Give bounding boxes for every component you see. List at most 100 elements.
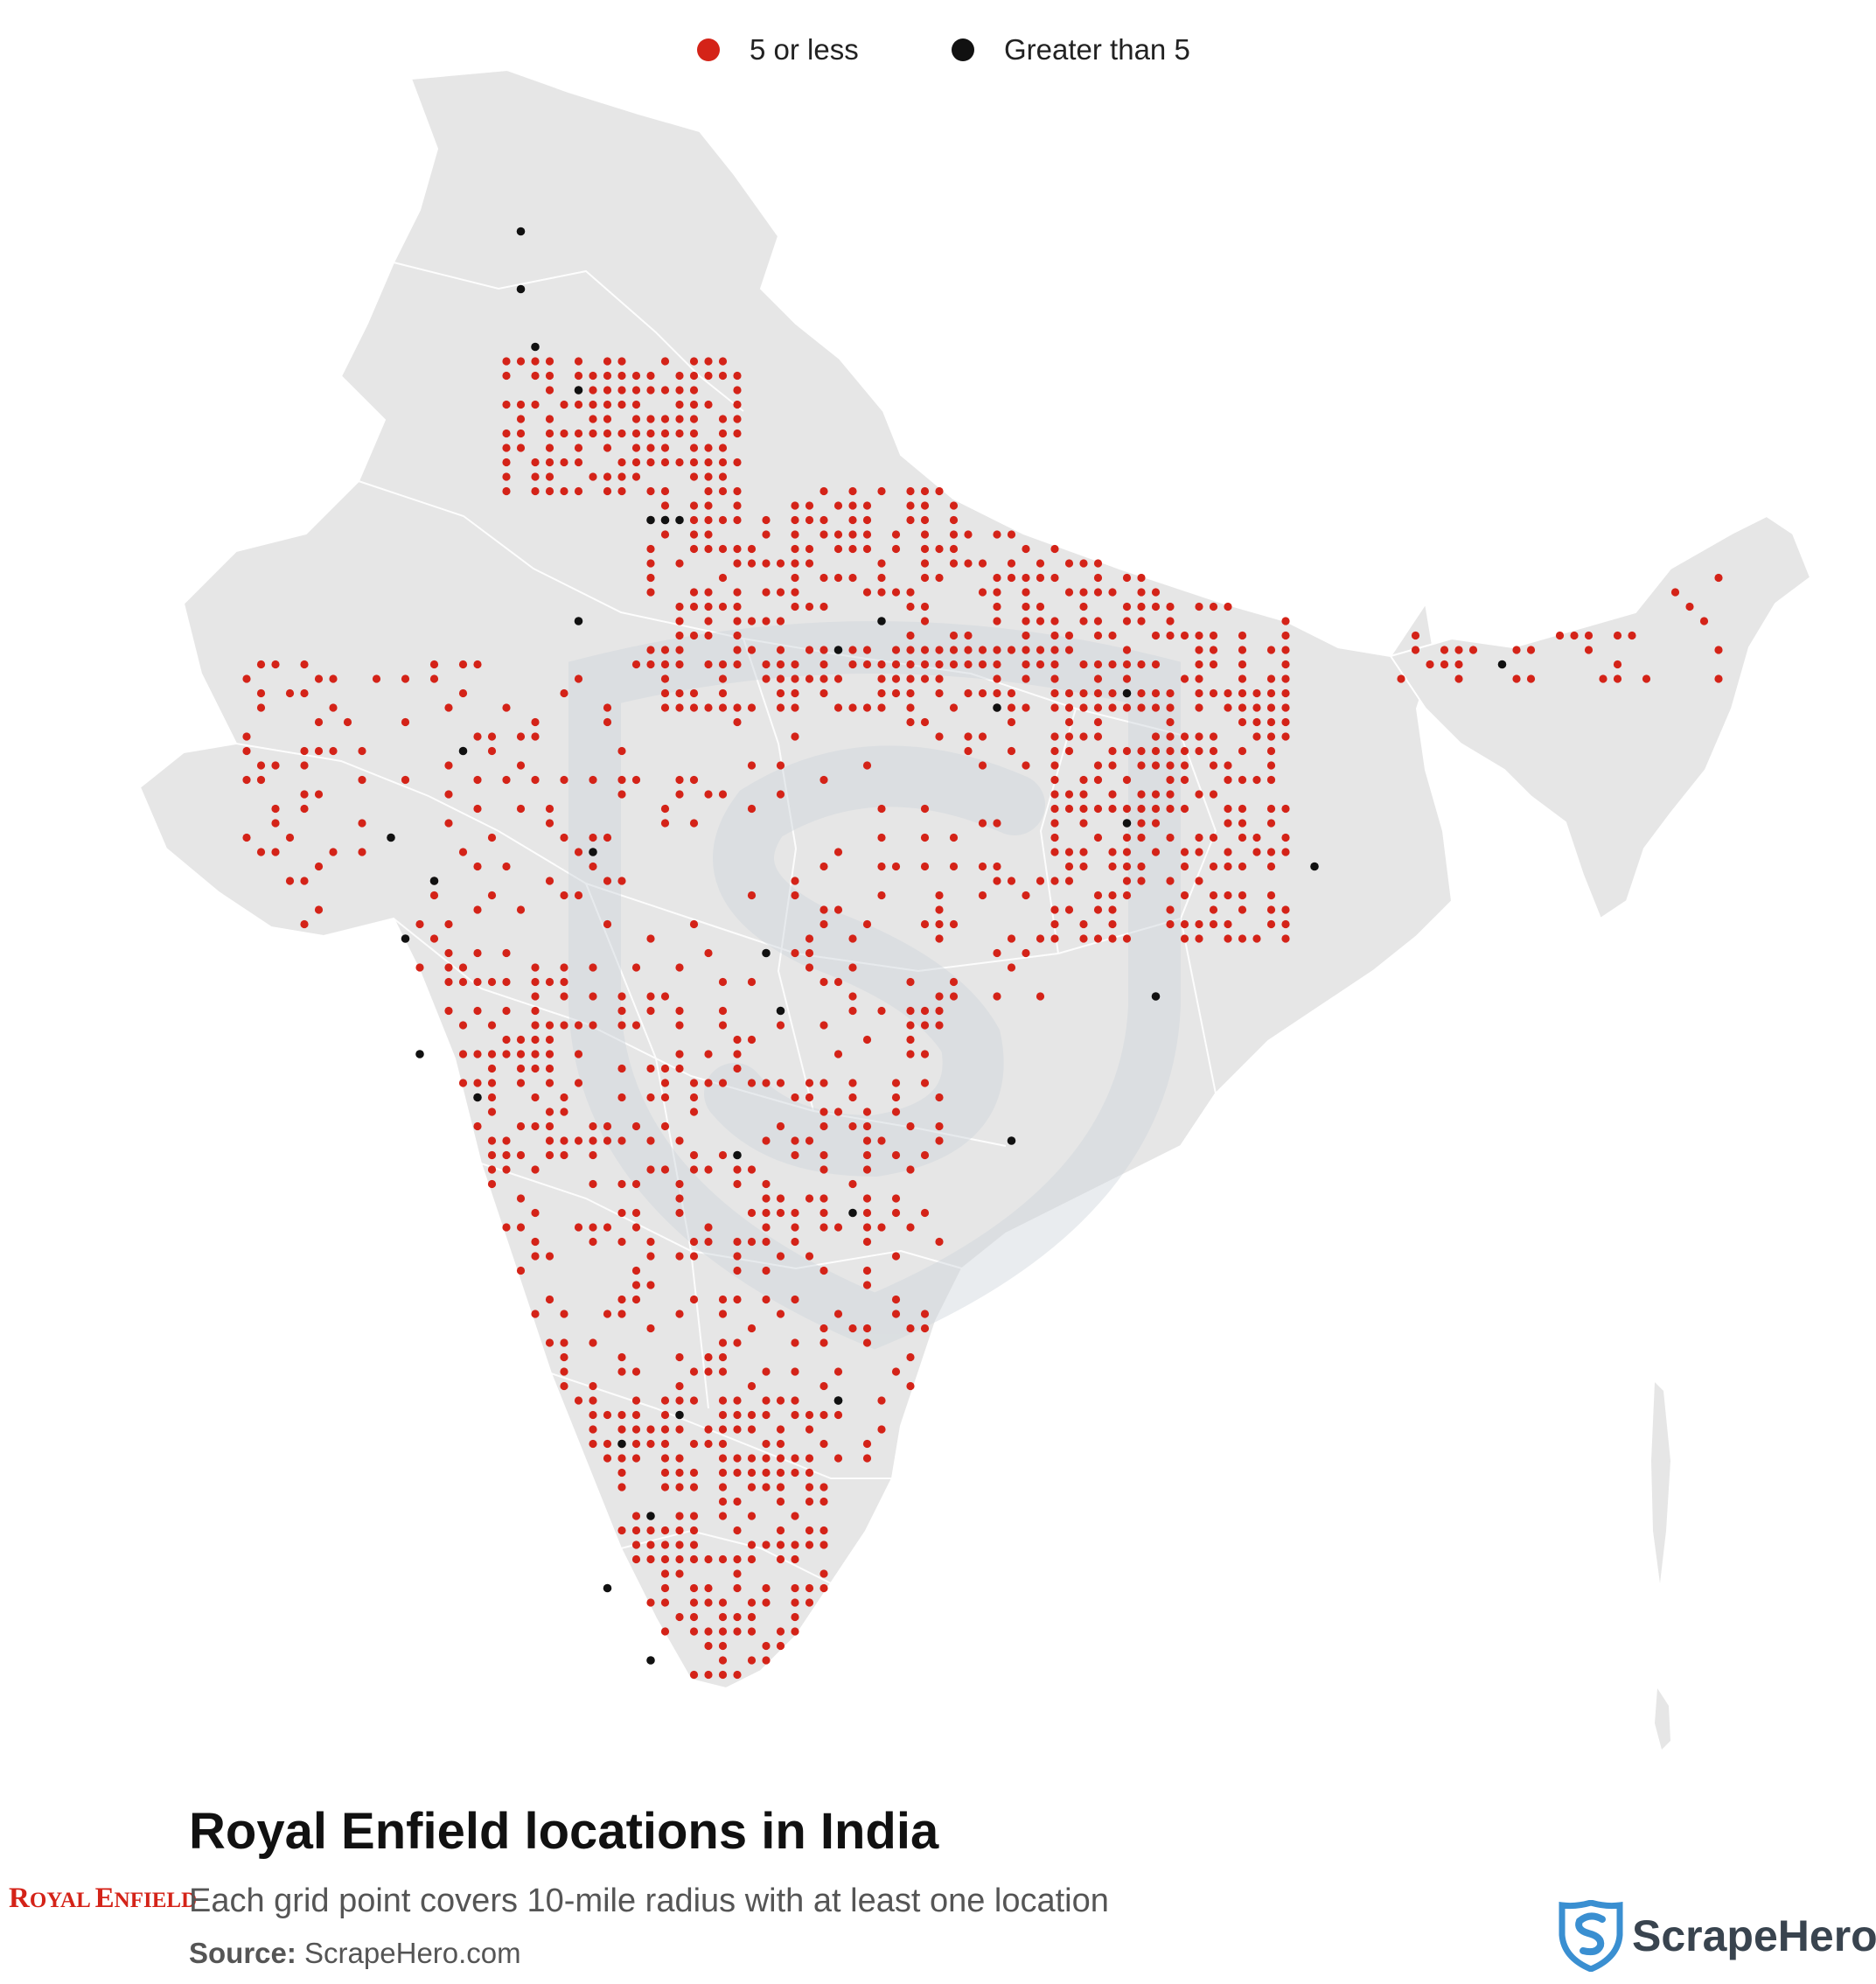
grid-point-red (531, 717, 540, 727)
grid-point-red (733, 1050, 742, 1058)
grid-point-red (791, 1093, 799, 1102)
grid-point-red (848, 486, 857, 496)
grid-point-red (1093, 703, 1103, 712)
grid-point-red (689, 775, 699, 785)
grid-point-red (1166, 631, 1175, 640)
grid-point-red (1064, 862, 1074, 871)
grid-point-red (603, 717, 612, 727)
grid-point-red (704, 458, 713, 467)
grid-point-red (574, 1396, 583, 1405)
grid-point-red (574, 400, 583, 409)
grid-point-red (733, 501, 742, 510)
grid-point-red (300, 761, 309, 770)
grid-point-red (747, 761, 757, 770)
grid-point-red (776, 646, 785, 654)
grid-point-red (631, 775, 641, 785)
grid-point-red (877, 703, 886, 712)
grid-point-red (1137, 688, 1146, 698)
grid-point-black (1122, 688, 1132, 698)
grid-point-red (545, 1150, 554, 1160)
grid-point-red (1281, 919, 1290, 929)
grid-point-red (920, 501, 930, 510)
grid-point-red (603, 1454, 612, 1463)
grid-point-red (473, 775, 482, 785)
grid-point-red (704, 1670, 713, 1680)
grid-point-red (776, 1454, 785, 1463)
grid-point-red (631, 400, 641, 409)
grid-point-red (949, 833, 959, 842)
grid-point-black (574, 386, 583, 395)
grid-point-red (473, 732, 482, 741)
grid-point-red (689, 1237, 699, 1247)
grid-point-red (862, 1454, 872, 1463)
grid-point-red (791, 660, 799, 669)
grid-point-red (660, 804, 670, 814)
grid-point-red (718, 688, 728, 698)
grid-point-red (791, 573, 799, 583)
grid-point-red (704, 1641, 713, 1651)
grid-point-red (776, 1021, 785, 1030)
grid-point-red (502, 948, 511, 958)
grid-point-red (372, 674, 381, 683)
grid-point-black (401, 934, 410, 943)
grid-point-red (718, 458, 728, 467)
grid-point-red (762, 530, 771, 539)
grid-point-red (762, 1079, 771, 1087)
grid-point-red (1108, 761, 1117, 770)
grid-point-red (906, 646, 915, 654)
grid-point-red (1151, 804, 1161, 814)
grid-point-red (949, 530, 959, 539)
grid-point-red (776, 688, 785, 698)
grid-point-red (791, 1554, 799, 1564)
grid-point-red (993, 674, 1001, 683)
grid-point-red (1108, 804, 1117, 814)
grid-point-red (1224, 688, 1232, 698)
grid-point-red (689, 1439, 699, 1449)
grid-point-red (545, 415, 554, 423)
grid-point-red (574, 444, 583, 452)
grid-point-red (646, 588, 655, 597)
grid-point-red (487, 1064, 497, 1073)
grid-point-red (660, 386, 670, 395)
legend-label: 5 or less (750, 33, 859, 66)
grid-point-red (646, 1281, 655, 1289)
grid-point-red (1108, 934, 1117, 943)
grid-point-red (1151, 703, 1161, 712)
grid-point-red (747, 1208, 757, 1218)
grid-point-red (285, 688, 295, 698)
grid-point-red (646, 992, 655, 1001)
grid-point-red (458, 1079, 468, 1087)
grid-point-red (660, 660, 670, 669)
grid-point-red (747, 1381, 757, 1391)
grid-point-red (1512, 674, 1521, 683)
grid-point-red (776, 1079, 785, 1087)
grid-point-red (675, 1554, 684, 1564)
grid-point-red (1195, 746, 1203, 756)
grid-point-red (675, 1526, 684, 1535)
grid-point-red (256, 703, 266, 712)
grid-point-red (343, 717, 352, 727)
grid-point-red (660, 688, 670, 698)
grid-point-red (1050, 775, 1059, 785)
grid-point-red (978, 761, 987, 770)
scrapehero-logo[interactable]: ScrapeHero (1559, 1900, 1876, 1972)
grid-point-red (1166, 732, 1175, 741)
grid-point-red (646, 573, 655, 583)
grid-point-black (646, 1512, 655, 1520)
grid-point-red (300, 660, 309, 669)
grid-point-red (819, 1483, 828, 1491)
grid-point-red (993, 992, 1001, 1001)
grid-point-red (776, 703, 785, 712)
grid-point-red (906, 1006, 915, 1016)
grid-point-black (993, 703, 1001, 712)
grid-point-red (646, 415, 655, 423)
grid-point-red (1122, 862, 1132, 871)
grid-point-red (589, 1021, 597, 1030)
grid-point-black (387, 833, 395, 842)
grid-point-red (1022, 617, 1030, 625)
grid-point-red (545, 1121, 554, 1131)
grid-point-red (776, 588, 785, 597)
grid-point-red (516, 444, 526, 452)
grid-point-red (848, 1324, 857, 1333)
grid-point-red (516, 1079, 526, 1087)
